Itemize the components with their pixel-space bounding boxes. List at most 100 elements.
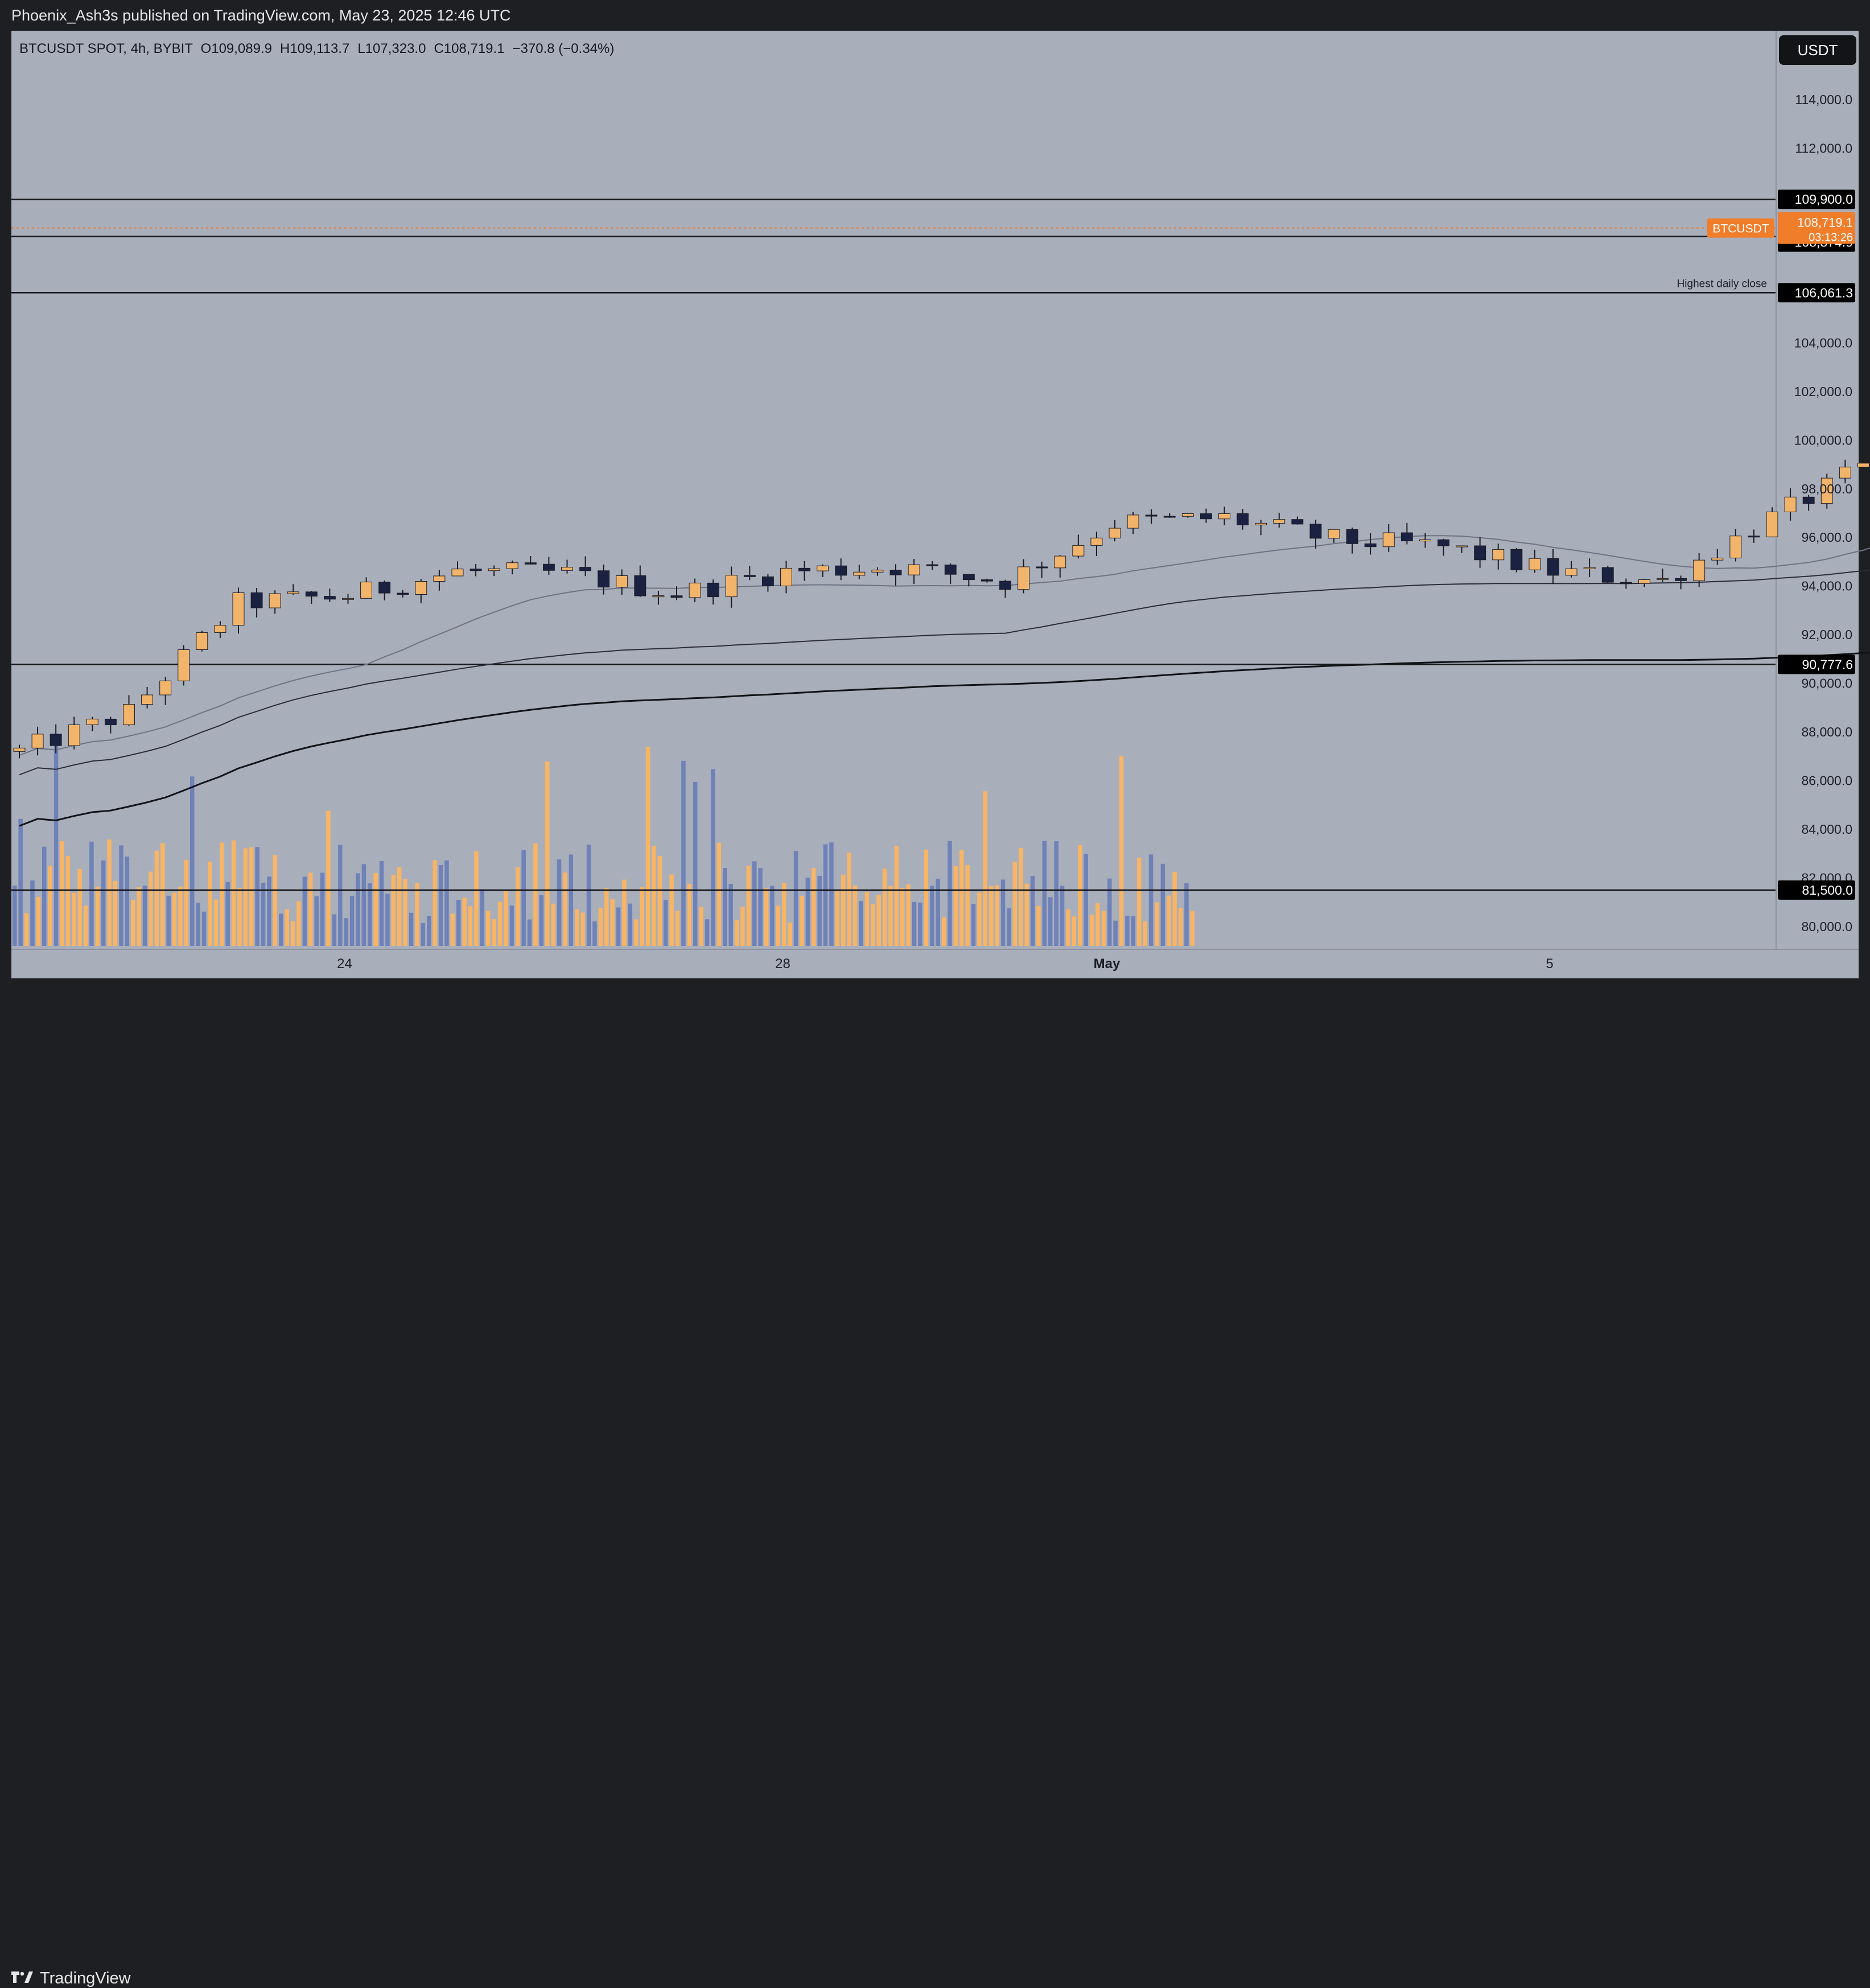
volume-bar bbox=[1019, 847, 1023, 946]
candle bbox=[707, 579, 719, 605]
volume-bar bbox=[852, 885, 858, 946]
volume-bar bbox=[1095, 903, 1100, 946]
candle bbox=[1437, 538, 1449, 556]
volume-bar bbox=[1131, 916, 1136, 946]
volume-bar bbox=[1012, 862, 1018, 946]
candle bbox=[1054, 555, 1066, 578]
candle bbox=[1675, 575, 1687, 590]
volume-bar bbox=[302, 876, 307, 946]
volume-bar bbox=[89, 841, 94, 946]
volume-bar bbox=[812, 868, 816, 946]
volume-bar bbox=[267, 876, 271, 946]
candle bbox=[616, 569, 628, 595]
volume-bar bbox=[504, 890, 508, 946]
volume-bar bbox=[1172, 872, 1177, 946]
volume-bar bbox=[563, 872, 567, 946]
candle-body bbox=[889, 570, 902, 575]
candle bbox=[1565, 561, 1577, 578]
candle-body bbox=[561, 567, 573, 571]
volume-bar bbox=[486, 911, 491, 946]
candle-body bbox=[1620, 582, 1632, 584]
candle bbox=[1237, 509, 1249, 530]
candle bbox=[141, 686, 154, 709]
volume-bar bbox=[450, 913, 455, 946]
level-81500-label: 81,500.0 bbox=[1802, 883, 1853, 898]
volume-bar bbox=[255, 847, 260, 946]
candle-body bbox=[798, 567, 811, 571]
volume-layer bbox=[13, 733, 1195, 946]
candle-body bbox=[104, 718, 117, 726]
volume-bar bbox=[1137, 857, 1142, 946]
candle-body bbox=[68, 725, 80, 746]
candle-body bbox=[451, 569, 464, 577]
candle-body bbox=[214, 625, 226, 633]
candle bbox=[104, 717, 117, 734]
candle bbox=[1601, 566, 1614, 583]
candle-body bbox=[1328, 529, 1340, 539]
volume-bar bbox=[965, 865, 970, 946]
volume-bar bbox=[586, 845, 591, 946]
candle-body bbox=[1456, 545, 1468, 548]
volume-bar bbox=[361, 864, 366, 946]
volume-bar bbox=[918, 902, 922, 946]
candle-body bbox=[835, 565, 847, 576]
candle bbox=[761, 574, 774, 592]
volume-bar bbox=[953, 866, 958, 946]
time-scale[interactable] bbox=[11, 949, 1859, 978]
volume-bar bbox=[456, 900, 461, 946]
candle bbox=[689, 578, 701, 603]
candle-body bbox=[1748, 536, 1760, 538]
candle bbox=[1711, 549, 1724, 565]
volume-bar bbox=[237, 888, 242, 946]
candle-body bbox=[962, 574, 975, 581]
volume-bar bbox=[847, 853, 851, 946]
volume-bar bbox=[551, 903, 555, 946]
volume-bar bbox=[669, 874, 674, 946]
candle bbox=[1364, 533, 1377, 555]
price-scale[interactable] bbox=[1776, 31, 1860, 949]
candle-body bbox=[670, 595, 683, 598]
volume-bar bbox=[1190, 911, 1195, 946]
volume-bar bbox=[1155, 902, 1159, 946]
volume-bar bbox=[859, 901, 863, 946]
candle bbox=[1090, 532, 1103, 557]
currency-button[interactable]: USDT bbox=[1779, 35, 1856, 65]
candle bbox=[962, 574, 975, 587]
candle bbox=[1401, 522, 1413, 545]
candle-body bbox=[1766, 511, 1778, 537]
candle-body bbox=[269, 593, 281, 608]
volume-bar bbox=[349, 895, 355, 946]
volume-bar bbox=[1060, 886, 1065, 946]
candle bbox=[1109, 520, 1121, 542]
price-axis-tick: 88,000.0 bbox=[1801, 725, 1852, 739]
candle-body bbox=[689, 582, 701, 598]
candle bbox=[743, 566, 756, 581]
candle bbox=[269, 590, 281, 614]
candle-body bbox=[488, 568, 500, 571]
volume-bar bbox=[368, 883, 372, 946]
volume-bar bbox=[788, 922, 792, 946]
volume-bar bbox=[930, 886, 934, 946]
volume-bar bbox=[427, 916, 431, 946]
volume-bar bbox=[876, 895, 881, 946]
candle-body bbox=[1802, 496, 1815, 504]
volume-bar bbox=[699, 907, 703, 946]
volume-bar bbox=[793, 851, 798, 946]
candle-body bbox=[1346, 529, 1358, 544]
price-axis-tick: 84,000.0 bbox=[1801, 822, 1852, 837]
volume-bar bbox=[314, 896, 319, 946]
candle-body bbox=[287, 591, 299, 594]
tradingview-logo[interactable]: TradingView bbox=[11, 1969, 131, 1988]
candle bbox=[835, 558, 847, 581]
volume-bar bbox=[332, 914, 337, 946]
candle bbox=[817, 564, 829, 578]
volume-bar bbox=[1007, 908, 1011, 946]
volume-bar bbox=[1024, 883, 1029, 946]
candle bbox=[908, 559, 920, 585]
candle bbox=[1657, 568, 1669, 582]
volume-bar bbox=[160, 843, 165, 946]
candle-body bbox=[1291, 519, 1304, 525]
candle bbox=[670, 586, 683, 600]
volume-bar bbox=[107, 839, 112, 946]
chart-pane[interactable] bbox=[11, 31, 1776, 949]
